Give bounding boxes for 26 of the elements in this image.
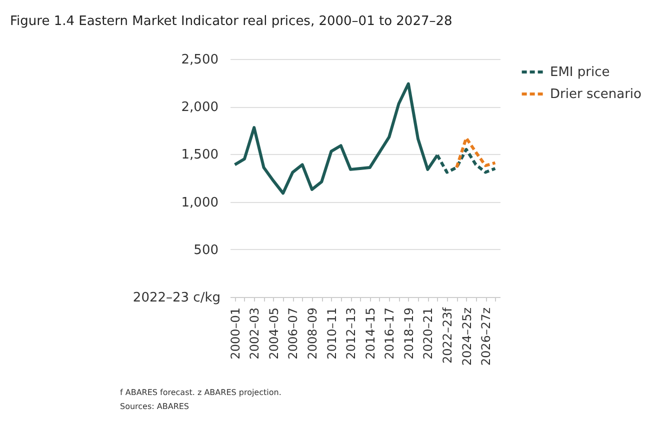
y-tick-label: 2,000 xyxy=(181,100,218,116)
y-tick-label: 1,000 xyxy=(181,195,218,210)
x-tick-label: 2008–09 xyxy=(305,308,320,360)
x-tick-label: 2018–19 xyxy=(402,308,416,360)
legend-label: Drier scenario xyxy=(550,87,642,102)
x-tick-label: 2014–15 xyxy=(363,308,378,360)
x-tick-label: 2016–17 xyxy=(382,308,397,360)
source-note: Sources: ABARES xyxy=(120,402,190,411)
x-tick-label: 2002–03 xyxy=(248,308,262,360)
line-series xyxy=(455,136,497,170)
x-tick-label: 2010–11 xyxy=(324,308,339,360)
y-axis-title: 2022–23 c/kg xyxy=(132,290,220,306)
x-tick-label: 2012–13 xyxy=(344,308,358,360)
y-tick-label: 1,500 xyxy=(181,148,218,163)
x-tick-label: 2026–27z xyxy=(479,308,494,366)
x-tick-label: 2024–25z xyxy=(460,308,474,366)
x-tick-label: 2022–23f xyxy=(440,306,454,364)
y-tick-label: 2,500 xyxy=(181,52,218,68)
x-tick-label: 2000–01 xyxy=(228,308,242,360)
chart-title: Figure 1.4 Eastern Market Indicator real prices, 2000–01 to 2027–28 xyxy=(10,14,452,29)
x-tick-label: 2006–07 xyxy=(286,308,300,360)
text: f ABARES forecast. z ABARES projection. xyxy=(120,388,282,397)
y-tick-label: 500 xyxy=(194,242,218,258)
x-tick-label: 2004–05 xyxy=(266,308,281,360)
x-tick-label: 2020–21 xyxy=(421,308,436,360)
legend-label: EMI price xyxy=(550,65,610,80)
